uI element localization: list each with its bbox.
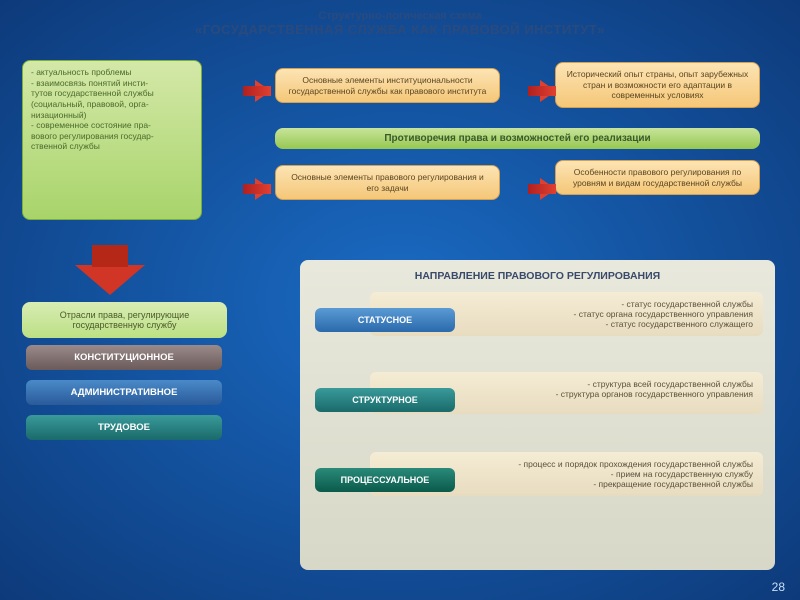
title-line-1: Структурно-логическая схема bbox=[0, 10, 800, 22]
arrow-icon bbox=[255, 178, 271, 200]
direction-pill-process: ПРОЦЕССУАЛЬНОЕ bbox=[315, 468, 455, 492]
page-number: 28 bbox=[772, 580, 785, 594]
branch-administrative: АДМИНИСТРАТИВНОЕ bbox=[26, 380, 222, 405]
direction-row-status: - статус государственной службы - статус… bbox=[310, 290, 765, 348]
direction-pill-structure: СТРУКТУРНОЕ bbox=[315, 388, 455, 412]
title-line-2: «ГОСУДАРСТВЕННАЯ СЛУЖБА КАК ПРАВОВОЙ ИНС… bbox=[0, 22, 800, 37]
arrow-icon bbox=[540, 80, 556, 102]
contradictions-bar: Противоречия права и возможностей его ре… bbox=[275, 128, 760, 149]
direction-pill-status: СТАТУСНОЕ bbox=[315, 308, 455, 332]
elements-institutional-box: Основные элементы институциональности го… bbox=[275, 68, 500, 103]
direction-row-process: - процесс и порядок прохождения государс… bbox=[310, 450, 765, 508]
branch-constitutional: КОНСТИТУЦИОННОЕ bbox=[26, 345, 222, 370]
law-branches-header: Отрасли права, регулирующие государствен… bbox=[22, 302, 227, 338]
arrow-down-icon bbox=[75, 265, 145, 295]
regulation-features-box: Особенности правового регулирования по у… bbox=[555, 160, 760, 195]
arrow-icon bbox=[255, 80, 271, 102]
diagram-title: Структурно-логическая схема «ГОСУДАРСТВЕ… bbox=[0, 0, 800, 43]
direction-row-structure: - структура всей государственной службы … bbox=[310, 370, 765, 428]
directions-header: НАПРАВЛЕНИЕ ПРАВОВОГО РЕГУЛИРОВАНИЯ bbox=[310, 266, 765, 290]
branch-labor: ТРУДОВОЕ bbox=[26, 415, 222, 440]
regulation-elements-box: Основные элементы правового регулировани… bbox=[275, 165, 500, 200]
arrow-icon bbox=[540, 178, 556, 200]
directions-panel: НАПРАВЛЕНИЕ ПРАВОВОГО РЕГУЛИРОВАНИЯ - ст… bbox=[300, 260, 775, 570]
historical-experience-box: Исторический опыт страны, опыт зарубежны… bbox=[555, 62, 760, 108]
intro-green-box: - актуальность проблемы - взаимосвязь по… bbox=[22, 60, 202, 220]
